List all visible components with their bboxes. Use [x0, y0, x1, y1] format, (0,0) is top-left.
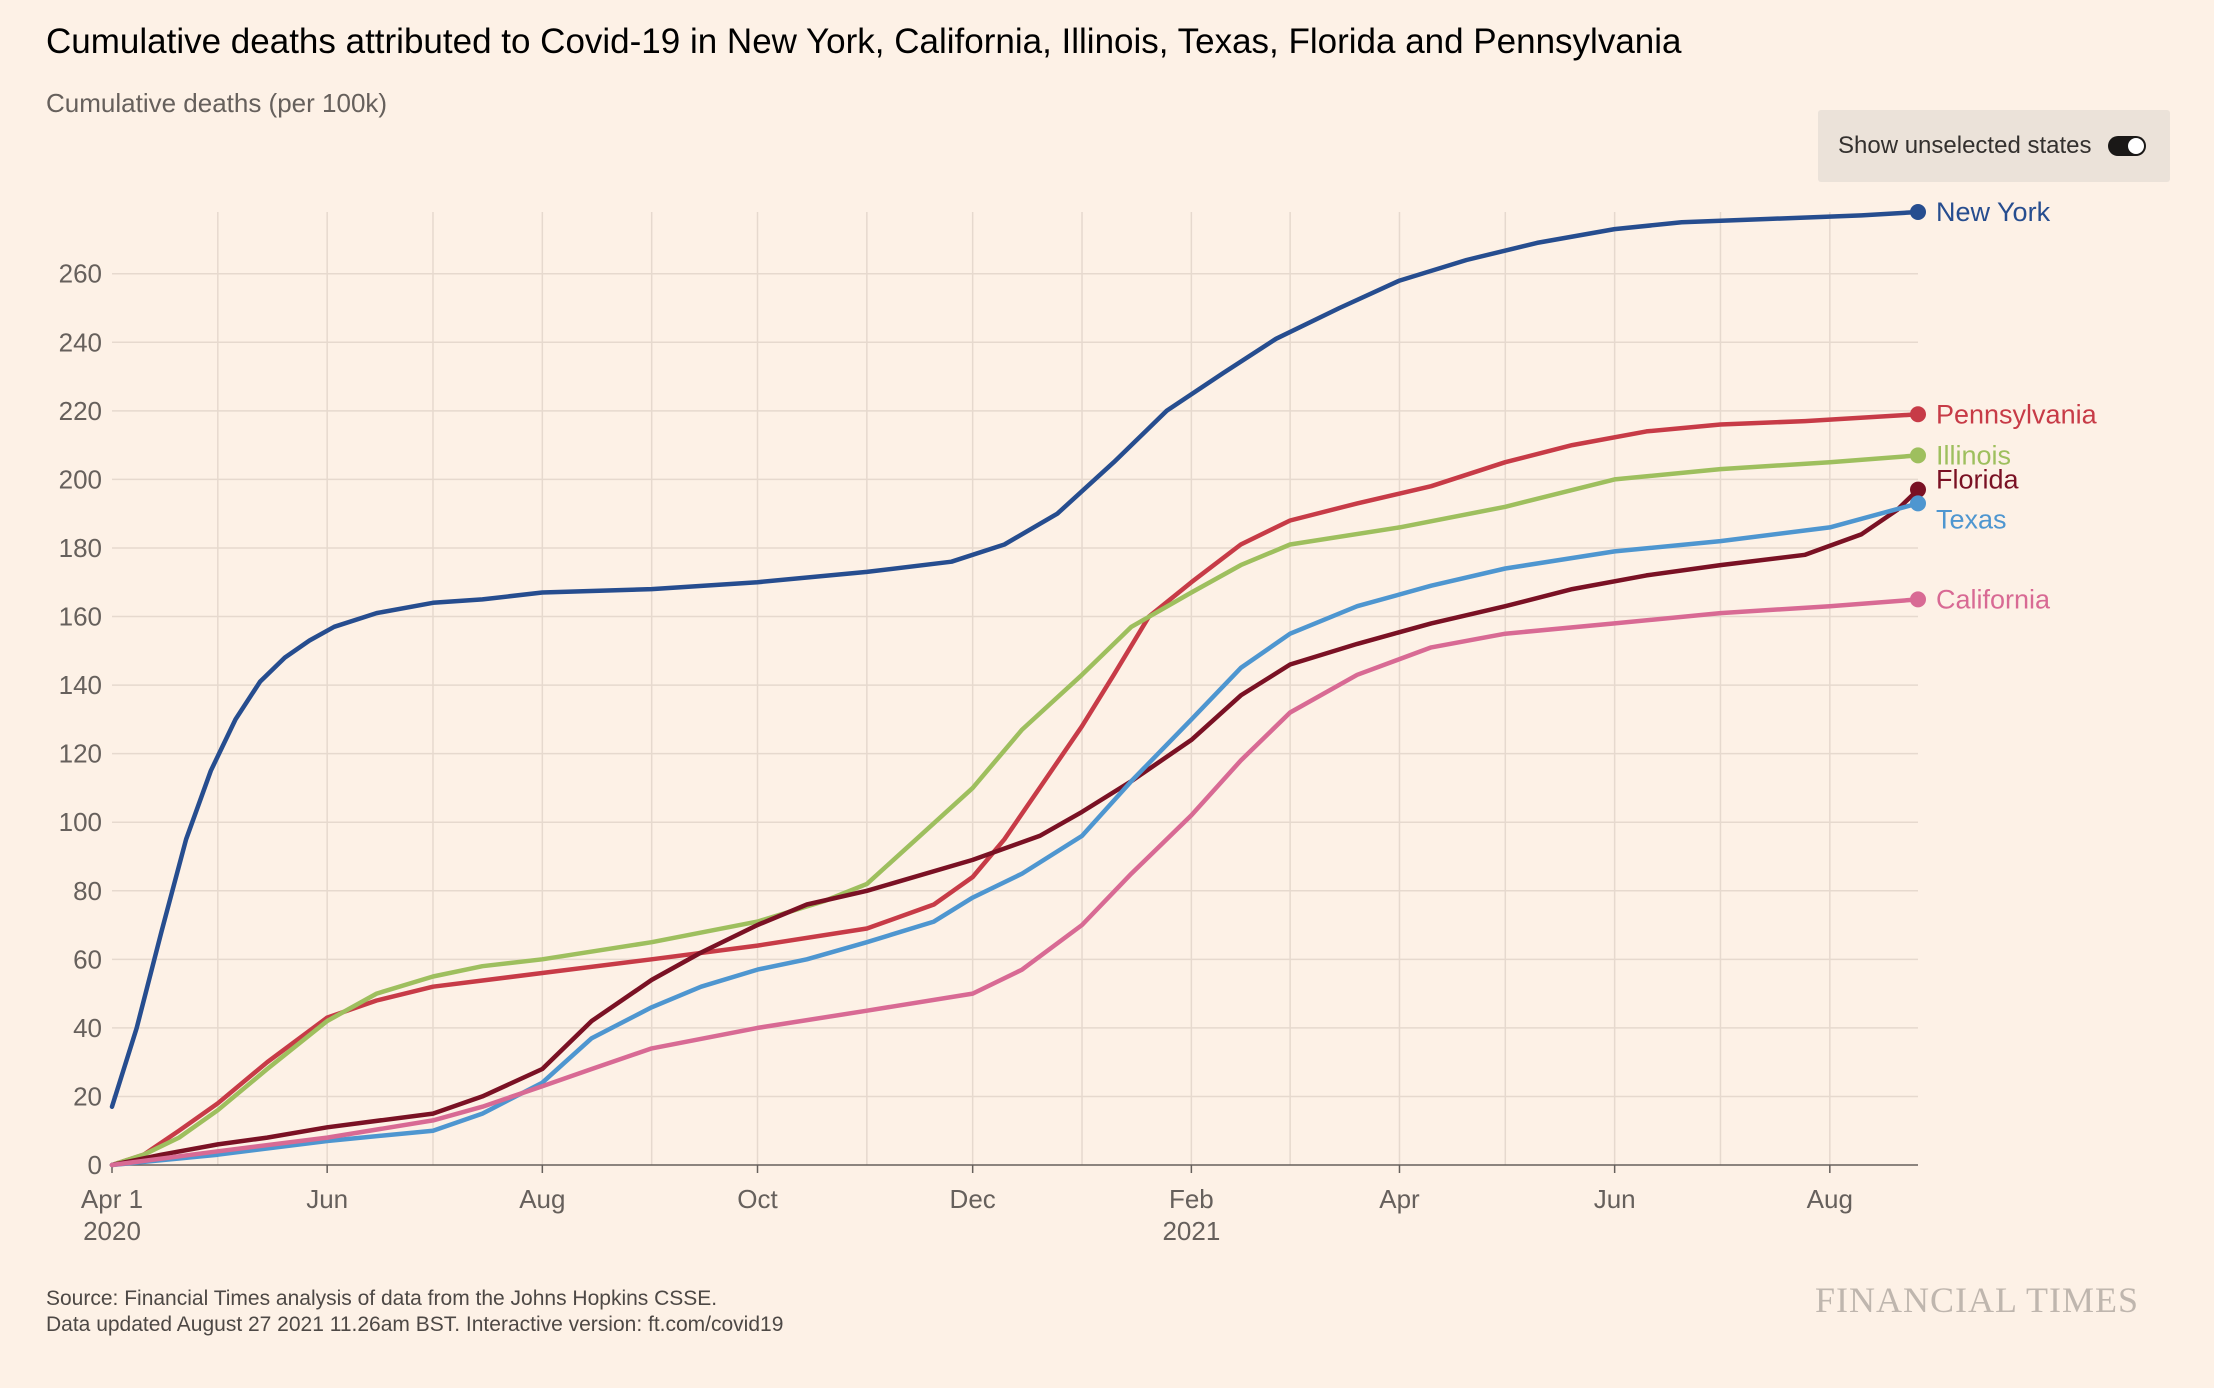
y-tick-label: 160 — [59, 602, 102, 632]
source-line: Source: Financial Times analysis of data… — [46, 1287, 718, 1310]
y-tick-label: 100 — [59, 807, 102, 837]
y-tick-label: 140 — [59, 670, 102, 700]
x-tick-label: Apr 1 — [81, 1184, 143, 1214]
toggle-knob — [2127, 138, 2144, 154]
series-label: Illinois — [1936, 440, 2011, 470]
series-line-texas[interactable] — [109, 501, 1921, 1168]
series-end-dot[interactable] — [1910, 406, 1926, 423]
y-tick-label: 40 — [73, 1013, 102, 1043]
series-line-california[interactable] — [109, 597, 1921, 1168]
ft-logo: FINANCIAL TIMES — [1815, 1280, 2140, 1320]
series-end-dot[interactable] — [1910, 447, 1926, 464]
y-tick-label: 260 — [59, 259, 102, 289]
x-tick-label: Apr — [1379, 1184, 1420, 1214]
series-label: California — [1936, 584, 2051, 614]
series-label: Florida — [1936, 465, 2020, 495]
series-label: Texas — [1936, 504, 2007, 534]
series-end-dot[interactable] — [1910, 591, 1926, 608]
y-axis-label: Cumulative deaths (per 100k) — [46, 88, 388, 118]
series-line-new-york[interactable] — [109, 209, 1921, 1109]
updated-line: Data updated August 27 2021 11.26am BST.… — [46, 1313, 784, 1336]
y-tick-label: 80 — [73, 876, 102, 906]
source-note: Source: Financial Times analysis of data… — [46, 1286, 783, 1338]
x-tick-year-label: 2020 — [83, 1216, 141, 1246]
series-line-pennsylvania[interactable] — [109, 412, 1921, 1168]
x-tick-year-label: 2021 — [1162, 1216, 1220, 1246]
x-tick-label: Dec — [950, 1184, 996, 1214]
y-tick-label: 220 — [59, 396, 102, 426]
y-tick-label: 200 — [59, 464, 102, 494]
x-tick-label: Jun — [1594, 1184, 1636, 1214]
toggle-switch-icon[interactable] — [2107, 136, 2146, 156]
series-line-florida[interactable] — [109, 487, 1921, 1168]
series-label: New York — [1936, 197, 2051, 227]
chart-title: Cumulative deaths attributed to Covid-19… — [46, 22, 1682, 61]
show-unselected-toggle[interactable]: Show unselected states — [1818, 110, 2170, 182]
x-tick-label: Feb — [1169, 1184, 1214, 1214]
y-tick-label: 180 — [59, 533, 102, 563]
y-tick-label: 120 — [59, 739, 102, 769]
toggle-label: Show unselected states — [1838, 132, 2092, 159]
series-end-dot[interactable] — [1910, 481, 1926, 498]
y-tick-label: 240 — [59, 327, 102, 357]
axes: 0 20 40 60 80 100 120 140 160 180 200 220 240 260 Apr … — [59, 259, 1918, 1246]
series-line-illinois[interactable] — [109, 453, 1921, 1168]
x-tick-label: Aug — [1807, 1184, 1853, 1214]
y-tick-label: 20 — [73, 1081, 102, 1111]
series-label: Pennsylvania — [1936, 399, 2098, 429]
y-tick-label: 60 — [73, 944, 102, 974]
x-tick-label: Jun — [306, 1184, 348, 1214]
grid — [112, 212, 1918, 1165]
y-tick-label: 0 — [88, 1150, 102, 1180]
series-lines — [109, 204, 1926, 1168]
series-end-dot[interactable] — [1910, 495, 1926, 512]
series-end-dot[interactable] — [1910, 204, 1926, 220]
x-tick-label: Aug — [519, 1184, 565, 1214]
x-tick-label: Oct — [737, 1184, 778, 1214]
